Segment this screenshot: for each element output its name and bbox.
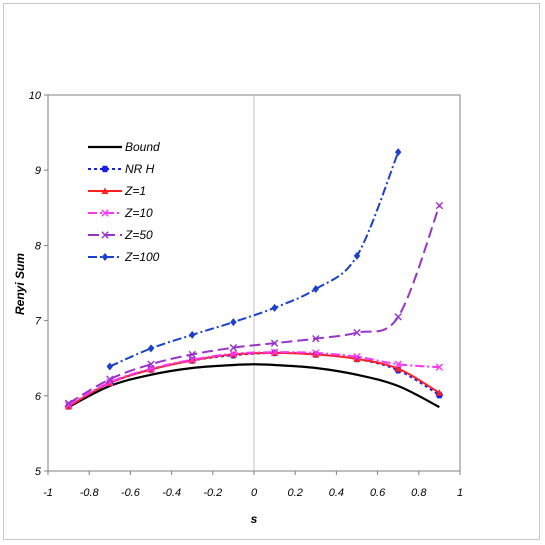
legend-item: Z=100 bbox=[88, 250, 160, 264]
x-tick-label: -1 bbox=[43, 487, 53, 499]
series-line bbox=[68, 205, 441, 405]
data-point bbox=[229, 343, 238, 352]
data-point bbox=[101, 209, 109, 217]
y-tick-label: 10 bbox=[29, 90, 42, 102]
legend-item: Z=1 bbox=[88, 184, 146, 198]
data-point bbox=[101, 231, 109, 239]
data-point bbox=[435, 363, 444, 371]
legend-label: NR H bbox=[125, 162, 155, 176]
data-point bbox=[189, 330, 196, 339]
x-tick-label: 0.8 bbox=[411, 487, 427, 499]
y-tick-label: 6 bbox=[35, 391, 42, 403]
data-point bbox=[106, 378, 114, 386]
chart-svg: -1 -0.8 -0.6 -0.4 -0.2 0 0.2 0.4 0.6 0.8 1 5 6 7 8 9 10… bbox=[13, 90, 463, 526]
series-z-50 bbox=[64, 201, 444, 408]
data-point bbox=[65, 402, 73, 410]
data-point bbox=[106, 362, 113, 371]
data-point bbox=[229, 349, 238, 358]
data-point bbox=[106, 375, 114, 383]
x-tick-label: 0.4 bbox=[329, 487, 344, 499]
data-point bbox=[394, 313, 402, 321]
x-tick-label: 0.6 bbox=[370, 487, 386, 499]
legend-label: Z=1 bbox=[124, 184, 146, 198]
data-point bbox=[64, 399, 73, 408]
chart-frame: -1 -0.8 -0.6 -0.4 -0.2 0 0.2 0.4 0.6 0.8 1 5 6 7 8 9 10… bbox=[3, 3, 540, 540]
data-point bbox=[353, 251, 361, 260]
data-point bbox=[353, 353, 361, 361]
data-point bbox=[353, 328, 361, 337]
series-line bbox=[68, 363, 440, 409]
series-bound bbox=[68, 363, 440, 409]
legend-item: Z=50 bbox=[88, 228, 153, 242]
y-axis: 5 6 7 8 9 10 bbox=[29, 90, 48, 478]
data-point bbox=[270, 339, 279, 347]
legend-item: Z=10 bbox=[88, 206, 153, 220]
x-tick-label: 1 bbox=[457, 487, 463, 499]
data-point bbox=[147, 344, 155, 353]
data-point bbox=[271, 303, 278, 312]
series-layer bbox=[64, 148, 444, 410]
y-tick-label: 5 bbox=[35, 466, 42, 478]
x-tick-label: -0.8 bbox=[80, 487, 100, 499]
legend-item: NR H bbox=[88, 162, 155, 176]
data-point bbox=[270, 348, 279, 356]
x-tick-label: -0.2 bbox=[203, 487, 222, 499]
data-point bbox=[101, 187, 109, 194]
data-point bbox=[312, 285, 319, 294]
legend: Bound NR H Z=1 Z=10 Z=50 Z=100 bbox=[84, 137, 160, 269]
legend-item: Bound bbox=[88, 140, 160, 154]
x-tick-label: 0.2 bbox=[288, 487, 303, 499]
legend-label: Z=50 bbox=[124, 228, 153, 242]
data-point bbox=[395, 148, 402, 157]
data-point bbox=[101, 165, 109, 173]
y-tick-label: 8 bbox=[35, 240, 42, 252]
data-point bbox=[101, 253, 109, 261]
series-z-100 bbox=[106, 148, 402, 371]
data-point bbox=[353, 355, 361, 362]
data-point bbox=[188, 350, 196, 359]
x-axis: -1 -0.8 -0.6 -0.4 -0.2 0 0.2 0.4 0.6 0.8 1 bbox=[43, 471, 463, 499]
legend-label: Bound bbox=[125, 140, 160, 154]
data-point bbox=[312, 334, 320, 343]
y-tick-label: 9 bbox=[35, 165, 41, 177]
series-line bbox=[68, 351, 440, 406]
legend-box bbox=[84, 137, 156, 269]
data-point bbox=[230, 318, 237, 327]
data-point bbox=[188, 356, 196, 364]
data-point bbox=[147, 360, 155, 368]
legend-label: Z=10 bbox=[124, 206, 153, 220]
x-tick-label: 0 bbox=[251, 487, 258, 499]
data-point bbox=[394, 360, 402, 368]
data-point bbox=[312, 349, 320, 357]
legend-label: Z=100 bbox=[124, 250, 160, 264]
x-axis-title: s bbox=[251, 512, 258, 526]
y-axis-title: Renyi Sum bbox=[13, 253, 27, 315]
x-tick-label: -0.6 bbox=[121, 487, 141, 499]
x-tick-label: -0.4 bbox=[162, 487, 181, 499]
data-point bbox=[435, 389, 443, 396]
data-point bbox=[312, 350, 320, 358]
data-point bbox=[394, 365, 402, 372]
y-tick-label: 7 bbox=[35, 316, 42, 328]
data-point bbox=[435, 201, 444, 210]
